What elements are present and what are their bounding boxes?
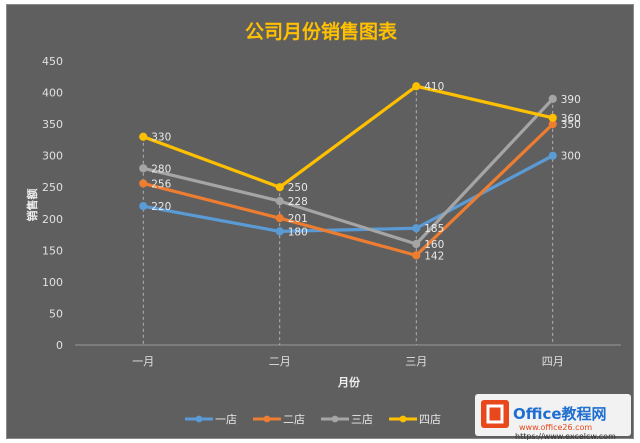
legend-marker-4 (399, 415, 407, 423)
series-marker (548, 151, 557, 160)
data-label: 350 (561, 119, 581, 131)
watermark-url: www.office26.com (519, 423, 592, 432)
office-logo-icon (481, 400, 509, 428)
series-line-3 (141, 97, 555, 246)
series-marker (412, 251, 421, 260)
series-line-1 (141, 154, 555, 233)
watermark-brand: Office教程网 (513, 405, 607, 423)
legend: 一店 二店 三店 四店 (185, 412, 441, 426)
data-label: 228 (288, 196, 308, 208)
data-label: 142 (424, 250, 444, 262)
data-label: 185 (424, 223, 444, 235)
data-label: 220 (151, 201, 171, 213)
x-tick-label: 三月 (405, 355, 427, 368)
series-marker (548, 113, 557, 122)
series-marker (139, 202, 148, 211)
y-tick-label: 0 (56, 339, 63, 352)
chart-frame: 公司月份销售图表 0 50 100 150 200 250 300 350 400 450 一月二… (6, 4, 634, 440)
data-label: 390 (561, 94, 581, 106)
x-tick-label: 二月 (269, 355, 291, 368)
y-tick-label: 200 (42, 213, 63, 226)
y-axis-ticks: 0 50 100 150 200 250 300 350 400 450 (42, 55, 63, 352)
data-label: 300 (561, 151, 581, 163)
series-marker (275, 227, 284, 236)
line-chart: 公司月份销售图表 050100150200250300350400450 一月二… (25, 20, 631, 440)
series-marker (548, 94, 557, 103)
legend-label-2: 二店 (283, 412, 305, 426)
x-axis-ticks: 一月 二月 三月 四月 (132, 355, 564, 368)
drop-lines (142, 86, 554, 345)
legend-marker-2 (263, 415, 271, 423)
series-marker (275, 197, 284, 206)
y-tick-label: 250 (42, 181, 63, 194)
watermark-url-secondary: https://www.excelcw.com (515, 432, 616, 440)
data-label: 280 (151, 163, 171, 175)
data-label: 410 (424, 81, 444, 93)
legend-marker-3 (331, 415, 339, 423)
y-tick-label: 50 (49, 307, 63, 320)
series-marker (139, 132, 148, 141)
watermark: Office教程网 www.office26.com https://www.e… (475, 394, 631, 440)
y-tick-label: 150 (42, 244, 63, 257)
data-label: 250 (288, 182, 308, 194)
legend-label-4: 四店 (419, 412, 441, 426)
series-markers (139, 82, 557, 260)
legend-label-3: 三店 (351, 412, 373, 426)
series-marker (139, 164, 148, 173)
y-tick-label: 450 (42, 55, 63, 68)
x-axis-title: 月份 (337, 375, 361, 389)
series-line-2 (141, 122, 555, 257)
series-marker (275, 183, 284, 192)
y-tick-label: 400 (42, 87, 63, 100)
series-marker (412, 239, 421, 249)
series-marker (275, 214, 284, 223)
data-label: 330 (151, 132, 171, 144)
data-label: 256 (151, 178, 171, 190)
legend-label-1: 一店 (215, 412, 237, 426)
series-marker (412, 82, 421, 91)
chart-title: 公司月份销售图表 (245, 20, 398, 43)
data-label: 160 (424, 239, 444, 251)
data-label: 201 (288, 213, 308, 225)
series-line-4 (141, 84, 555, 189)
watermark-background (475, 394, 631, 436)
data-label: 360 (561, 113, 581, 125)
y-tick-label: 350 (42, 118, 63, 131)
x-tick-label: 四月 (542, 355, 564, 368)
y-tick-label: 300 (42, 150, 63, 163)
y-tick-label: 100 (42, 276, 63, 289)
data-labels: 220 180 185 300 256 201 142 350 280 228 160 390 330 2… (151, 81, 581, 262)
series-lines (141, 84, 555, 257)
x-tick-label: 一月 (132, 355, 154, 368)
data-label: 180 (288, 226, 308, 238)
y-axis-title: 销售额 (25, 189, 39, 222)
series-marker (412, 224, 421, 233)
series-marker (139, 179, 148, 188)
legend-marker-1 (195, 415, 203, 423)
